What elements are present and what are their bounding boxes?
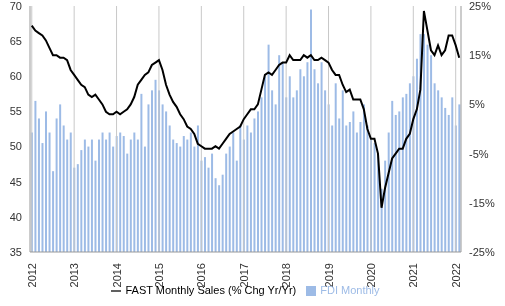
html-text:FDI Monthly: FDI Monthly — [320, 284, 380, 296]
html-text:FAST Monthly Sales (% Chg Yr/Y: FAST Monthly Sales (% Chg Yr/Yr) — [125, 284, 297, 296]
svg-text:2017: 2017 — [238, 263, 250, 287]
svg-text:15%: 15% — [469, 49, 491, 61]
svg-text:2019: 2019 — [323, 263, 335, 287]
svg-text:2016: 2016 — [195, 263, 207, 287]
svg-text:5%: 5% — [469, 98, 485, 110]
svg-text:2018: 2018 — [280, 263, 292, 287]
svg-text:60: 60 — [10, 70, 22, 82]
svg-text:70: 70 — [10, 0, 22, 12]
svg-text:65: 65 — [10, 35, 22, 47]
svg-text:-25%: -25% — [469, 246, 495, 258]
svg-text:45: 45 — [10, 176, 22, 188]
svg-text:2021: 2021 — [407, 263, 419, 287]
svg-text:25%: 25% — [469, 0, 491, 12]
svg-text:50: 50 — [10, 140, 22, 152]
svg-text:35: 35 — [10, 246, 22, 258]
svg-text:-5%: -5% — [469, 148, 489, 160]
svg-text:-15%: -15% — [469, 197, 495, 209]
svg-text:2014: 2014 — [111, 263, 123, 287]
svg-text:2020: 2020 — [365, 263, 377, 287]
svg-text:55: 55 — [10, 105, 22, 117]
svg-text:2013: 2013 — [68, 263, 80, 287]
svg-text:2022: 2022 — [450, 263, 462, 287]
svg-text:40: 40 — [10, 211, 22, 223]
svg-text:2012: 2012 — [26, 263, 38, 287]
svg-text:2015: 2015 — [153, 263, 165, 287]
